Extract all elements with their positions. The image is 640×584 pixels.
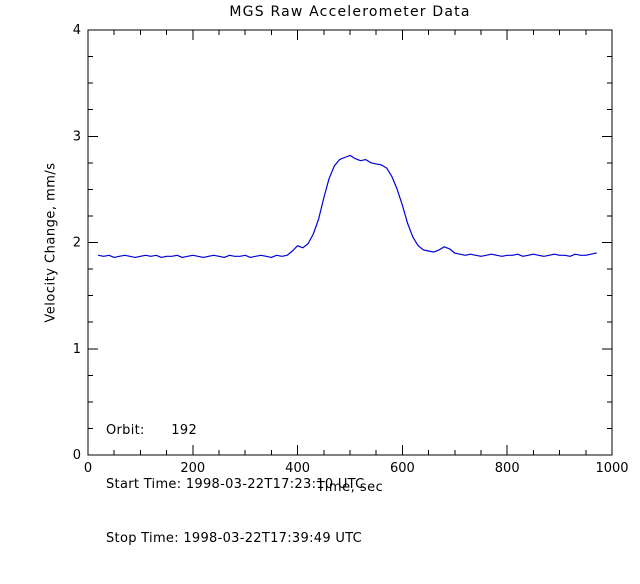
x-tick-label: 0 [84,461,92,476]
annotation-start-time: Start Time: 1998-03-22T17:23:10 UTC [106,477,365,492]
y-axis-label: Velocity Change, mm/s [43,162,59,323]
y-tick-label: 3 [73,129,81,144]
x-tick-label: 600 [390,461,415,476]
y-tick-label: 1 [73,342,81,357]
x-tick-label: 200 [180,461,205,476]
x-tick-label: 800 [495,461,520,476]
annotation-stop-time: Stop Time: 1998-03-22T17:39:49 UTC [106,531,362,546]
x-tick-label: 1000 [595,461,628,476]
y-tick-label: 4 [73,23,81,38]
chart-canvas: 0 200 400 600 800 1000 0 1 2 3 4 [73,23,629,476]
x-tick-label: 400 [285,461,310,476]
y-tick-label: 0 [73,448,81,463]
chart: 0 200 400 600 800 1000 0 1 2 3 4 MGS Raw Accelerom… [43,4,629,546]
y-tick-label: 2 [73,236,81,251]
annotation-orbit: Orbit: 192 [106,423,198,438]
annotation-block: Orbit: 192 Start Time: 1998-03-22T17:23:… [106,386,365,584]
data-line [97,154,597,258]
x-axis-label: Time, sec [316,480,384,495]
chart-title: MGS Raw Accelerometer Data [229,4,471,20]
